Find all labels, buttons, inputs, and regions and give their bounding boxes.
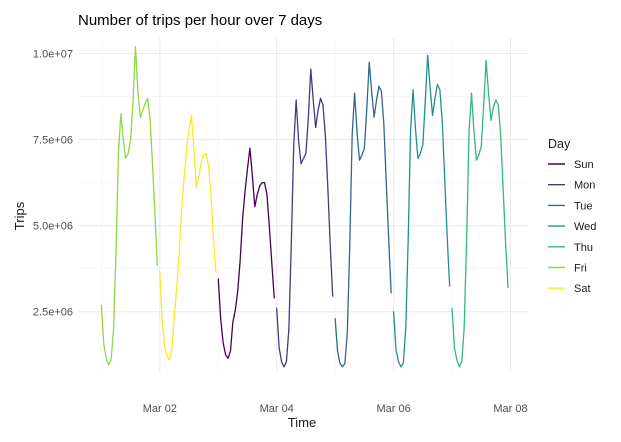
y-tick-label: 7.5e+06	[33, 135, 73, 147]
x-tick-label: Mar 06	[376, 403, 410, 415]
legend: Day Sun Mon Tue Wed Thu Fri Sat	[548, 137, 596, 295]
series-line-sun	[217, 147, 275, 359]
legend-label-fri: Fri	[574, 263, 587, 275]
x-axis: Mar 02 Mar 04 Mar 06 Mar 08	[143, 403, 528, 415]
series-line-mon	[276, 68, 334, 368]
legend-label-wed: Wed	[574, 221, 596, 233]
series-line-fri	[100, 45, 159, 366]
series-line-sat	[159, 114, 217, 361]
legend-title: Day	[548, 137, 571, 151]
series-layer	[100, 45, 509, 368]
y-tick-label: 5.0e+06	[33, 221, 73, 233]
chart-title: Number of trips per hour over 7 days	[78, 12, 322, 29]
legend-label-sat: Sat	[574, 283, 591, 295]
x-tick-label: Mar 02	[143, 403, 177, 415]
y-axis: 2.5e+06 5.0e+06 7.5e+06 1.0e+07	[33, 48, 73, 318]
x-tick-label: Mar 04	[260, 403, 294, 415]
legend-label-tue: Tue	[574, 200, 593, 212]
y-axis-title: Trips	[12, 201, 27, 230]
series-line-tue	[334, 61, 392, 368]
y-tick-label: 1.0e+07	[33, 48, 73, 60]
y-tick-label: 2.5e+06	[33, 307, 73, 319]
legend-label-thu: Thu	[574, 242, 593, 254]
series-line-wed	[392, 54, 451, 368]
x-axis-title: Time	[288, 415, 316, 430]
series-line-thu	[451, 59, 509, 368]
legend-label-mon: Mon	[574, 180, 595, 192]
legend-label-sun: Sun	[574, 159, 594, 171]
x-tick-label: Mar 08	[493, 403, 527, 415]
